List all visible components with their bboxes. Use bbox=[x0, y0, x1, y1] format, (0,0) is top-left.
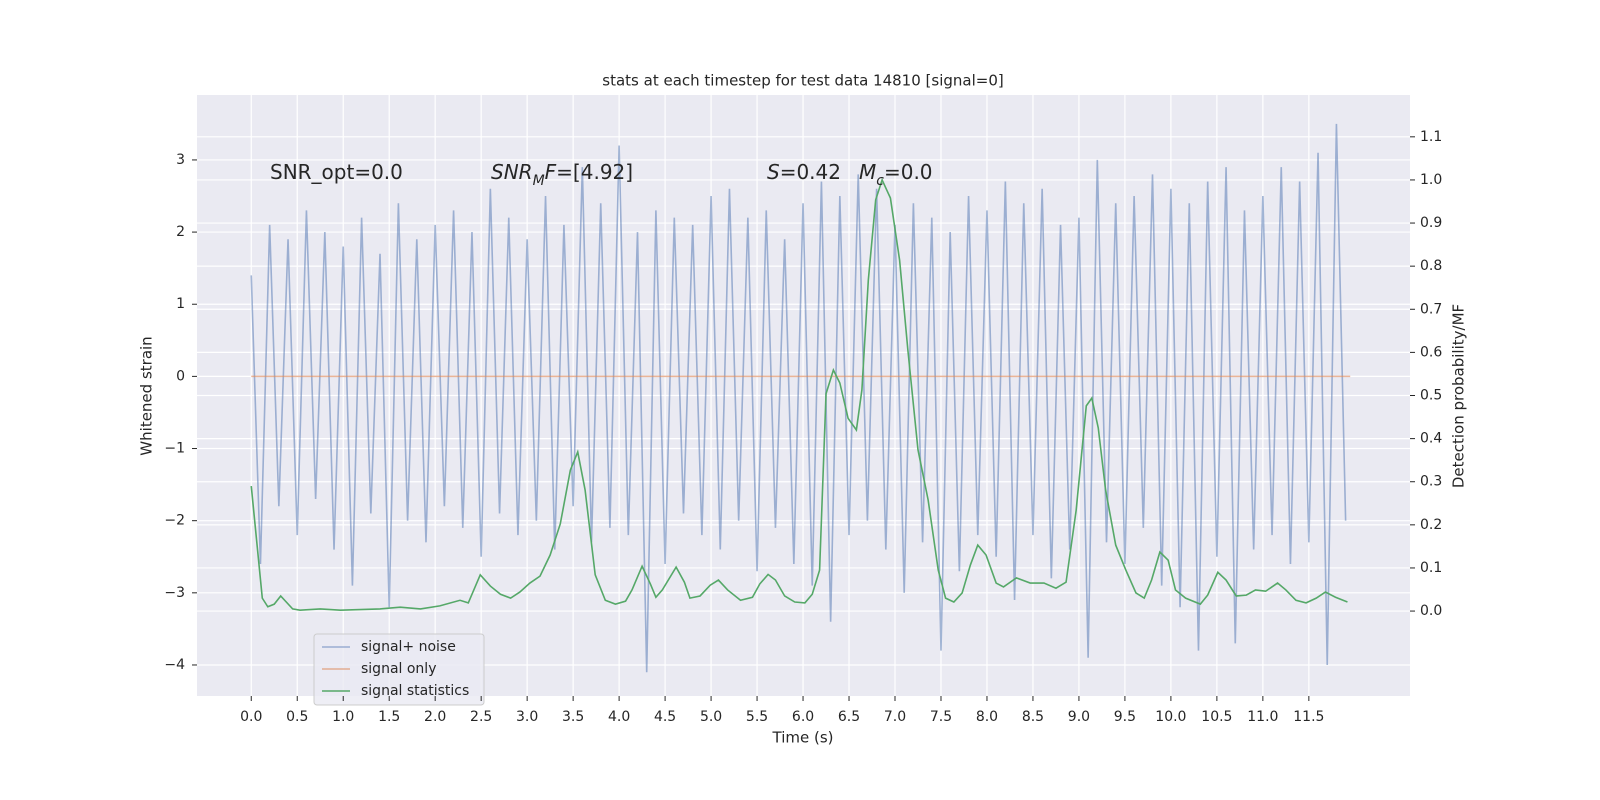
x-tick-label: 2.5 bbox=[470, 709, 492, 725]
x-axis-label: Time (s) bbox=[772, 729, 834, 747]
annotation-part: =0.0 bbox=[884, 160, 933, 184]
annotations: SNR_opt=0.0 SNRMF=[4.92] S=0.42 Mc=0.0 bbox=[270, 160, 933, 190]
x-tick-label: 2.0 bbox=[424, 709, 446, 725]
grid bbox=[197, 95, 1410, 696]
y2-tick-label: 1.1 bbox=[1420, 129, 1442, 145]
annotation-part: =0.42 bbox=[780, 160, 841, 184]
y-tick-label: 3 bbox=[176, 152, 185, 168]
legend-label: signal+ noise bbox=[361, 639, 456, 655]
x-tick-label: 5.5 bbox=[746, 709, 768, 725]
y-tick-label: −1 bbox=[164, 441, 185, 457]
x-tick-label: 11.0 bbox=[1247, 709, 1278, 725]
y2-tick-label: 0.6 bbox=[1420, 344, 1442, 360]
annotation-part: S bbox=[767, 160, 780, 184]
y2-tick-label: 0.1 bbox=[1420, 560, 1442, 576]
x-tick-label: 9.5 bbox=[1114, 709, 1136, 725]
y-tick-label: −3 bbox=[164, 585, 185, 601]
x-tick-label: 10.5 bbox=[1201, 709, 1232, 725]
chart-title: stats at each timestep for test data 148… bbox=[602, 72, 1003, 90]
annotation: S=0.42 bbox=[767, 160, 841, 184]
y-tick-label: 2 bbox=[176, 224, 185, 240]
y2-tick-label: 0.4 bbox=[1420, 431, 1442, 447]
y-tick-label: 1 bbox=[176, 296, 185, 312]
y2-axis-label: Detection probability/MF bbox=[1450, 304, 1468, 488]
annotation-part: SNR bbox=[491, 160, 533, 184]
x-tick-label: 3.0 bbox=[516, 709, 538, 725]
x-tick-label: 6.5 bbox=[838, 709, 860, 725]
y2-tick-label: 0.0 bbox=[1420, 603, 1442, 619]
x-tick-label: 11.5 bbox=[1293, 709, 1324, 725]
y-axis-label: Whitened strain bbox=[138, 336, 156, 455]
annotation: SNR_opt=0.0 bbox=[270, 160, 403, 184]
legend: signal+ noise signal only signal statistic… bbox=[313, 633, 485, 706]
annotation-part: SNR_opt=0.0 bbox=[270, 160, 403, 184]
y-tick-label: 0 bbox=[176, 368, 185, 384]
y2-tick-label: 1.0 bbox=[1420, 172, 1442, 188]
x-tick-label: 8.5 bbox=[1022, 709, 1044, 725]
legend-box bbox=[313, 633, 485, 706]
legend-label: signal only bbox=[361, 661, 436, 677]
y2-tick-label: 0.8 bbox=[1420, 258, 1442, 274]
y2-tick-label: 0.3 bbox=[1420, 474, 1442, 490]
annotation-part: M bbox=[533, 173, 545, 189]
x-tick-label: 0.0 bbox=[240, 709, 262, 725]
y2-tick-label: 0.9 bbox=[1420, 215, 1442, 231]
x-tick-label: 6.0 bbox=[792, 709, 814, 725]
y2-tick-label: 0.2 bbox=[1420, 517, 1442, 533]
series-line bbox=[250, 123, 1347, 673]
y2-tick-label: 0.7 bbox=[1420, 301, 1442, 317]
x-tick-label: 7.5 bbox=[930, 709, 952, 725]
x-tick-label: 0.5 bbox=[286, 709, 308, 725]
annotation-part: c bbox=[876, 173, 884, 189]
legend-label: signal statistics bbox=[361, 683, 469, 699]
x-tick-label: 5.0 bbox=[700, 709, 722, 725]
x-tick-label: 7.0 bbox=[884, 709, 906, 725]
y-tick-label: −4 bbox=[164, 657, 185, 673]
y-tick-label: −2 bbox=[164, 513, 185, 529]
x-tick-label: 9.0 bbox=[1068, 709, 1090, 725]
annotation: SNRMF=[4.92] bbox=[491, 160, 633, 190]
annotation-part: =[4.92] bbox=[556, 160, 633, 184]
x-tick-label: 4.0 bbox=[608, 709, 630, 725]
annotation: Mc=0.0 bbox=[859, 160, 933, 190]
x-tick-label: 1.0 bbox=[332, 709, 354, 725]
annotation-part: F bbox=[545, 160, 557, 184]
data bbox=[250, 123, 1351, 673]
x-tick-label: 1.5 bbox=[378, 709, 400, 725]
annotation-part: M bbox=[859, 160, 876, 184]
x-tick-label: 4.5 bbox=[654, 709, 676, 725]
x-tick-label: 3.5 bbox=[562, 709, 584, 725]
y2-tick-label: 0.5 bbox=[1420, 388, 1442, 404]
series-line bbox=[250, 177, 1348, 612]
x-tick-label: 8.0 bbox=[976, 709, 998, 725]
x-tick-label: 10.0 bbox=[1155, 709, 1186, 725]
